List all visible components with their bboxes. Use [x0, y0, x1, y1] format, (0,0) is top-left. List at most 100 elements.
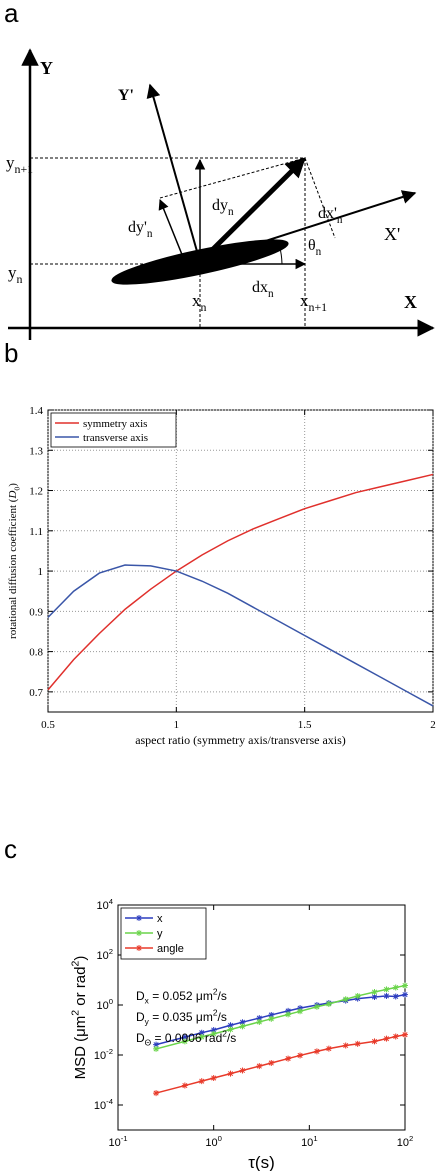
marker	[136, 915, 142, 921]
arrow	[146, 83, 201, 263]
marker	[181, 1038, 188, 1045]
marker	[181, 1034, 188, 1041]
marker	[227, 1026, 234, 1033]
y-tick-label: 1.4	[29, 405, 43, 417]
annotation: Dy = 0.035 μm2/s	[136, 1008, 227, 1027]
text-part: n	[147, 228, 153, 240]
diagram-label: dxn	[252, 279, 274, 300]
marker	[354, 1040, 361, 1047]
text-part: x	[300, 291, 309, 310]
text-part: n	[268, 288, 274, 300]
text-part: 2	[69, 1010, 81, 1016]
marker	[256, 1063, 263, 1070]
y-tick-label: 0.9	[29, 606, 43, 618]
marker	[210, 1075, 217, 1082]
text-part: dy'	[128, 219, 147, 236]
diagram-label: dx'n	[318, 205, 343, 226]
text-part: 1	[313, 1134, 317, 1143]
x-tick-label: 1.5	[298, 719, 312, 731]
text-part: D	[136, 989, 145, 1003]
text-part: )	[7, 483, 19, 487]
marker	[285, 1055, 292, 1062]
marker	[297, 1005, 304, 1012]
text-part: n+1	[309, 300, 328, 314]
text-part: y	[8, 263, 17, 282]
legend-label: angle	[157, 943, 184, 955]
marker	[383, 986, 390, 993]
y-tick-label: 0.8	[29, 647, 43, 659]
marker	[392, 1033, 399, 1040]
x-tick-label: 102	[397, 1134, 414, 1149]
marker	[371, 1038, 378, 1045]
text-part: 10	[397, 1137, 409, 1149]
marker	[256, 1018, 263, 1025]
y-axis-label: rotational diffusion coefficient (D0)	[7, 483, 21, 639]
marker	[371, 993, 378, 1000]
marker	[402, 982, 408, 989]
diagram-label: yn+1	[6, 153, 33, 176]
marker	[402, 1031, 408, 1038]
marker	[210, 1027, 217, 1033]
marker	[342, 1042, 349, 1049]
text-part: MSD (μm	[72, 1016, 89, 1080]
guides	[30, 157, 336, 328]
series-line	[47, 473, 434, 691]
text-part: 10	[96, 900, 108, 912]
legend-label: x	[157, 913, 163, 925]
marker	[153, 1045, 160, 1052]
text-part: 10	[96, 1000, 108, 1012]
marker	[256, 1015, 263, 1022]
marker	[181, 1082, 188, 1089]
marker	[198, 1078, 205, 1085]
marker	[313, 1048, 320, 1055]
text-part: Y'	[118, 87, 134, 104]
text-part: dy	[212, 197, 228, 214]
text-part: 0	[218, 1134, 222, 1143]
y-tick-label: 102	[96, 947, 113, 962]
diagram-label: X	[404, 292, 417, 312]
y-tick-label: 0.7	[29, 687, 43, 699]
text-part: n	[228, 206, 234, 218]
y-tick-label: 10-2	[94, 1047, 113, 1062]
text-part: D	[136, 1010, 145, 1024]
text-part: 10	[96, 950, 108, 962]
marker	[239, 1019, 246, 1026]
diagram-label: θn	[308, 237, 322, 258]
x-axis-label: aspect ratio (symmetry axis/transverse a…	[135, 733, 346, 747]
text-part: x	[145, 996, 150, 1006]
x-tick-label: 101	[301, 1134, 318, 1149]
marker	[153, 1090, 160, 1097]
diagram-label: dyn	[212, 197, 234, 218]
arrow	[158, 199, 186, 263]
marker	[342, 996, 349, 1003]
x-tick-label: 100	[205, 1134, 222, 1149]
marker	[297, 1008, 304, 1015]
text-part: y	[6, 153, 15, 172]
marker	[297, 1052, 304, 1059]
text-part: 10	[205, 1137, 217, 1149]
y-tick-label: 1	[38, 566, 44, 578]
text-part: D	[136, 1031, 145, 1045]
marker	[198, 1029, 205, 1036]
text-part: 10	[301, 1137, 313, 1149]
text-part: 4	[109, 897, 114, 906]
text-part: Θ	[145, 1038, 152, 1048]
marker	[392, 993, 399, 1000]
marker	[153, 1041, 160, 1048]
text-part: X	[404, 292, 417, 312]
text-part: D	[7, 491, 19, 500]
text-part: )	[72, 956, 89, 961]
text-part: -2	[106, 1047, 113, 1056]
diagram	[8, 48, 435, 340]
diagram-label: dy'n	[128, 219, 153, 240]
text-part: 2	[109, 947, 113, 956]
marker	[268, 1011, 275, 1018]
annotation: DΘ = 0.0006 rad2/s	[136, 1029, 236, 1048]
text-part: -4	[106, 1097, 114, 1106]
text-part: 2	[409, 1134, 413, 1143]
arrow	[199, 190, 417, 263]
x-tick-label: 10-1	[108, 1134, 127, 1149]
y-axis-label: MSD (μm2 or rad2)	[69, 956, 89, 1080]
y-tick-label: 1.1	[29, 526, 43, 538]
